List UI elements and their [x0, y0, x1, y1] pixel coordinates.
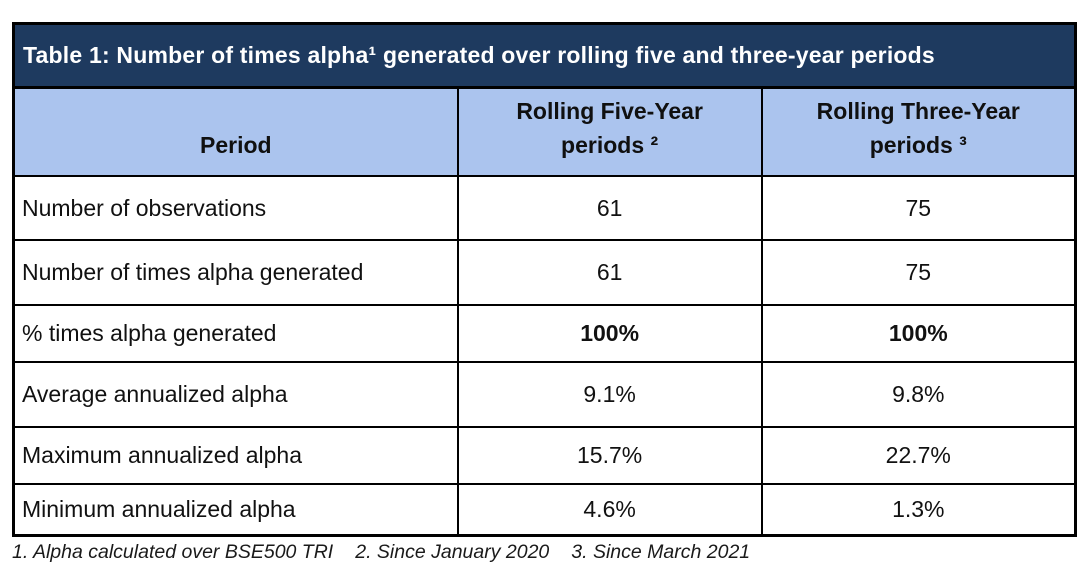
column-header-period: Period	[15, 89, 459, 177]
table-row: Maximum annualized alpha 15.7% 22.7%	[15, 426, 1074, 485]
three-year-value: 1.3%	[760, 483, 1074, 534]
row-label: Number of times alpha generated	[15, 239, 459, 306]
footnote-three-year-start: 3. Since March 2021	[571, 541, 751, 563]
table-container: Table 1: Number of times alpha¹ generate…	[12, 22, 1077, 537]
footnotes: 1. Alpha calculated over BSE500 TRI 2. S…	[12, 541, 750, 564]
table-title: Table 1: Number of times alpha¹ generate…	[23, 42, 935, 68]
three-year-value: 75	[760, 239, 1074, 306]
table-row: % times alpha generated 100% 100%	[15, 304, 1074, 363]
five-year-value: 61	[456, 175, 763, 241]
column-header-five-year: Rolling Five-Year periods ²	[456, 89, 763, 177]
five-year-value: 15.7%	[456, 426, 763, 485]
table-row: Minimum annualized alpha 4.6% 1.3%	[15, 483, 1074, 534]
three-year-value: 75	[760, 175, 1074, 241]
table-header-row: Period Rolling Five-Year periods ² Rolli…	[15, 89, 1074, 177]
footnote-five-year-start: 2. Since January 2020	[355, 541, 550, 563]
five-year-value: 9.1%	[456, 361, 763, 428]
three-year-value: 100%	[760, 304, 1074, 363]
row-label: Average annualized alpha	[15, 361, 459, 428]
table-row: Number of times alpha generated 61 75	[15, 239, 1074, 306]
footnote-alpha-basis: 1. Alpha calculated over BSE500 TRI	[12, 541, 334, 563]
table-row: Number of observations 61 75	[15, 175, 1074, 241]
row-label: Maximum annualized alpha	[15, 426, 459, 485]
five-year-value: 4.6%	[456, 483, 763, 534]
row-label: % times alpha generated	[15, 304, 459, 363]
row-label: Number of observations	[15, 175, 459, 241]
table-row: Average annualized alpha 9.1% 9.8%	[15, 361, 1074, 428]
three-year-value: 9.8%	[760, 361, 1074, 428]
three-year-value: 22.7%	[760, 426, 1074, 485]
row-label: Minimum annualized alpha	[15, 483, 459, 534]
five-year-value: 100%	[456, 304, 763, 363]
table-title-bar: Table 1: Number of times alpha¹ generate…	[15, 25, 1074, 89]
column-header-three-year: Rolling Three-Year periods ³	[760, 89, 1074, 177]
five-year-value: 61	[456, 239, 763, 306]
alpha-table: Period Rolling Five-Year periods ² Rolli…	[15, 89, 1074, 534]
